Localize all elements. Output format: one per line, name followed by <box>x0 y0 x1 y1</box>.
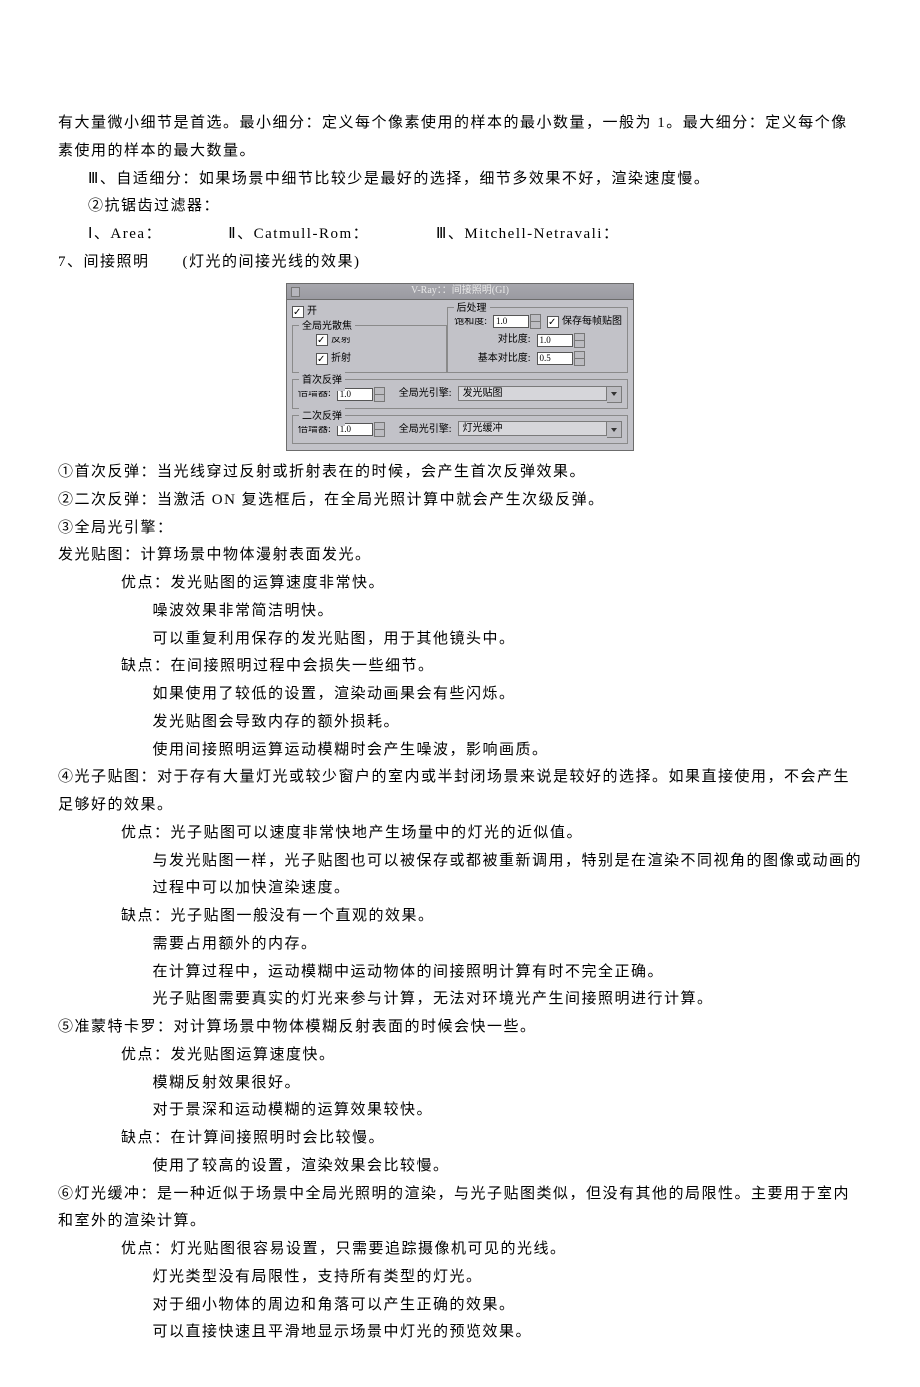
refract-checkbox[interactable] <box>316 353 328 365</box>
paragraph: 与发光贴图一样，光子贴图也可以被保存或都被重新调用，特别是在渲染不同视角的图像或… <box>58 848 862 904</box>
paragraph: 有大量微小细节是首选。最小细分：定义每个像素使用的样本的最小数量，一般为 1。最… <box>58 110 862 166</box>
second-engine-combo[interactable]: 灯光缓冲 <box>458 421 622 438</box>
saturation-input[interactable]: 1.0 <box>493 315 529 328</box>
paragraph: 使用了较高的设置，渲染效果会比较慢。 <box>58 1153 862 1181</box>
paragraph: ①首次反弹：当光线穿过反射或折射表在的时候，会产生首次反弹效果。 <box>58 459 862 487</box>
first-engine-combo[interactable]: 发光贴图 <box>458 386 622 403</box>
spinner-down-icon[interactable] <box>574 359 585 366</box>
paragraph: 灯光类型没有局限性，支持所有类型的灯光。 <box>58 1264 862 1292</box>
spinner-down-icon[interactable] <box>530 322 541 329</box>
group-label: 首次反弹 <box>299 372 345 391</box>
group-label: 后处理 <box>454 300 490 319</box>
panel-title-text: V-Ray：：间接照明(GI) <box>287 282 633 301</box>
contrast-input[interactable]: 1.0 <box>537 334 573 347</box>
paragraph: ④光子贴图：对于存有大量灯光或较少窗户的室内或半封闭场景来说是较好的选择。如果直… <box>58 764 862 820</box>
paragraph: 需要占用额外的内存。 <box>58 931 862 959</box>
spinner-up-icon[interactable] <box>374 387 385 395</box>
paragraph: ③全局光引擎： <box>58 515 862 543</box>
paragraph: 噪波效果非常简洁明快。 <box>58 598 862 626</box>
paragraph: ②二次反弹：当激活 ON 复选框后，在全局光照计算中就会产生次级反弹。 <box>58 487 862 515</box>
chevron-down-icon[interactable] <box>607 421 622 438</box>
base-contrast-label: 基本对比度: <box>467 350 531 369</box>
save-map-label: 保存每帧贴图 <box>562 313 622 332</box>
paragraph: 优点：光子贴图可以速度非常快地产生场量中的灯光的近似值。 <box>58 820 862 848</box>
save-map-checkbox[interactable] <box>547 316 559 328</box>
spinner-up-icon[interactable] <box>574 351 585 359</box>
paragraph: 模糊反射效果很好。 <box>58 1070 862 1098</box>
paragraph: 使用间接照明运算运动模糊时会产生噪波，影响画质。 <box>58 737 862 765</box>
engine-label: 全局光引擎: <box>399 385 452 404</box>
document-page: 有大量微小细节是首选。最小细分：定义每个像素使用的样本的最小数量，一般为 1。最… <box>0 0 920 1387</box>
second-bounce-group: 二次反弹 倍增器: 1.0 全局光引擎: 灯光缓冲 <box>292 415 628 445</box>
panel-titlebar: V-Ray：：间接照明(GI) <box>286 283 634 299</box>
panel-body: 开 全局光散焦 反射 折射 <box>286 299 634 452</box>
paragraph: ②抗锯齿过滤器： <box>58 193 862 221</box>
text: Ⅰ、Area： <box>58 221 223 249</box>
paragraph: 发光贴图会导致内存的额外损耗。 <box>58 709 862 737</box>
contrast-label: 对比度: <box>487 331 531 350</box>
spinner-up-icon[interactable] <box>574 333 585 341</box>
post-process-group: 后处理 饱和度: 1.0 保存每帧贴图 <box>447 307 628 374</box>
chevron-down-icon[interactable] <box>607 386 622 403</box>
paragraph: 对于景深和运动模糊的运算效果较快。 <box>58 1097 862 1125</box>
spinner-up-icon[interactable] <box>530 314 541 322</box>
paragraph: 优点：发光贴图的运算速度非常快。 <box>58 570 862 598</box>
paragraph: ⑥灯光缓冲：是一种近似于场景中全局光照明的渲染，与光子贴图类似，但没有其他的局限… <box>58 1181 862 1237</box>
first-engine-value: 发光贴图 <box>458 386 607 401</box>
on-checkbox[interactable] <box>292 306 304 318</box>
spinner-down-icon[interactable] <box>574 341 585 348</box>
gi-panel: V-Ray：：间接照明(GI) 开 全局光散焦 反射 <box>286 283 634 452</box>
paragraph: 可以直接快速且平滑地显示场景中灯光的预览效果。 <box>58 1319 862 1347</box>
group-label: 二次反弹 <box>299 408 345 427</box>
refract-label: 折射 <box>331 350 351 369</box>
paragraph: 缺点：在间接照明过程中会损失一些细节。 <box>58 653 862 681</box>
paragraph: ⑤准蒙特卡罗：对计算场景中物体模糊反射表面的时候会快一些。 <box>58 1014 862 1042</box>
paragraph: Ⅲ、自适细分：如果场景中细节比较少是最好的选择，细节多效果不好，渲染速度慢。 <box>58 166 862 194</box>
base-contrast-spinner[interactable]: 0.5 <box>537 351 585 366</box>
paragraph: 光子贴图需要真实的灯光来参与计算，无法对环境光产生间接照明进行计算。 <box>58 986 862 1014</box>
paragraph: 发光贴图：计算场景中物体漫射表面发光。 <box>58 542 862 570</box>
text: Ⅱ、Catmull-Rom： <box>228 221 431 249</box>
spinner-down-icon[interactable] <box>374 430 385 437</box>
paragraph: 缺点：光子贴图一般没有一个直观的效果。 <box>58 903 862 931</box>
paragraph: 优点：灯光贴图很容易设置，只需要追踪摄像机可见的光线。 <box>58 1236 862 1264</box>
text: Ⅲ、Mitchell-Netravali： <box>436 226 619 242</box>
paragraph: 可以重复利用保存的发光贴图，用于其他镜头中。 <box>58 626 862 654</box>
global-diffuse-group: 全局光散焦 反射 折射 <box>292 325 447 373</box>
paragraph: 缺点：在计算间接照明时会比较慢。 <box>58 1125 862 1153</box>
paragraph: 如果使用了较低的设置，渲染动画果会有些闪烁。 <box>58 681 862 709</box>
reflect-checkbox[interactable] <box>316 334 328 346</box>
saturation-spinner[interactable]: 1.0 <box>493 314 541 329</box>
gi-panel-screenshot: V-Ray：：间接照明(GI) 开 全局光散焦 反射 <box>58 283 862 452</box>
paragraph: 优点：发光贴图运算速度快。 <box>58 1042 862 1070</box>
paragraph: Ⅰ、Area： Ⅱ、Catmull-Rom： Ⅲ、Mitchell-Netrav… <box>58 221 862 249</box>
base-contrast-input[interactable]: 0.5 <box>537 352 573 365</box>
paragraph: 对于细小物体的周边和角落可以产生正确的效果。 <box>58 1292 862 1320</box>
contrast-spinner[interactable]: 1.0 <box>537 333 585 348</box>
spinner-down-icon[interactable] <box>374 395 385 402</box>
second-engine-value: 灯光缓冲 <box>458 421 607 436</box>
paragraph: 在计算过程中，运动模糊中运动物体的间接照明计算有时不完全正确。 <box>58 959 862 987</box>
engine-label: 全局光引擎: <box>399 421 452 440</box>
first-bounce-group: 首次反弹 倍增器: 1.0 全局光引擎: 发光贴图 <box>292 379 628 409</box>
paragraph: 7、间接照明 (灯光的间接光线的效果) <box>58 249 862 277</box>
spinner-up-icon[interactable] <box>374 422 385 430</box>
